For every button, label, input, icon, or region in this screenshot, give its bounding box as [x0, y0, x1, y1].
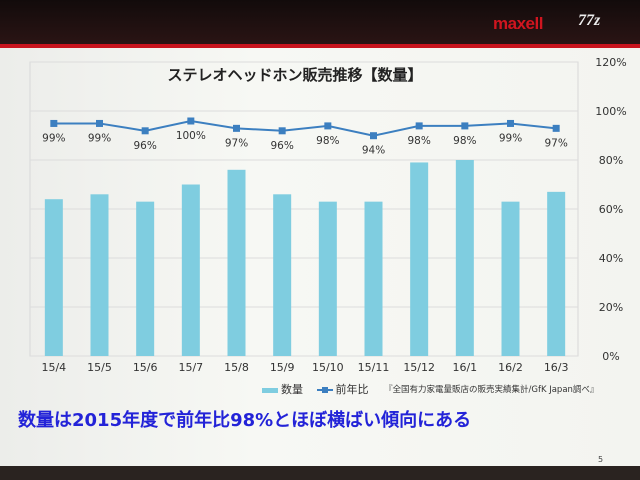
- line-point-15/5: [96, 119, 103, 127]
- line-data-label: 97%: [225, 137, 248, 149]
- bar-15/6: [136, 201, 155, 356]
- x-tick-label: 15/11: [358, 361, 390, 374]
- line-point-15/7: [187, 117, 195, 125]
- line-data-label: 100%: [176, 130, 206, 142]
- line-data-label: 98%: [453, 135, 476, 147]
- line-point-15/9: [278, 127, 286, 135]
- bar-15/7: [181, 184, 200, 356]
- right-axis-tick-label: 20%: [599, 301, 623, 314]
- x-tick-label: 16/1: [452, 361, 477, 374]
- source-note: 『全国有力家電量販店の販売実績集計/GfK Japan調べ』: [384, 385, 599, 395]
- right-axis-tick-label: 80%: [599, 154, 623, 167]
- line-data-label: 99%: [88, 132, 111, 144]
- chart-legend: 数量 前年比: [262, 381, 369, 397]
- bar-15/9: [273, 194, 292, 356]
- x-tick-label: 15/8: [224, 361, 249, 374]
- line-point-15/12: [415, 122, 423, 130]
- bar-15/10: [318, 201, 337, 356]
- line-data-label: 96%: [270, 140, 293, 152]
- x-tick-label: 15/4: [41, 361, 66, 374]
- right-axis-tick-label: 120%: [595, 56, 626, 69]
- maxell-logo: maxell: [493, 14, 543, 33]
- x-tick-label: 15/6: [133, 361, 158, 374]
- x-tick-label: 15/12: [403, 361, 435, 374]
- legend-bar-swatch: [262, 387, 278, 393]
- page-number: 5: [598, 455, 604, 464]
- right-axis-tick-label: 60%: [599, 203, 623, 216]
- bar-16/1: [455, 160, 474, 356]
- line-point-15/8: [233, 124, 240, 132]
- legend-line-label: 前年比: [335, 383, 369, 396]
- line-point-15/11: [370, 132, 377, 140]
- x-tick-label: 16/2: [498, 361, 523, 374]
- right-axis-tick-label: 100%: [595, 105, 626, 118]
- slide-message: 数量は2015年度で前年比98%とほぼ横ばい傾向にある: [18, 410, 472, 431]
- line-data-label: 97%: [544, 137, 567, 149]
- line-data-label: 99%: [499, 132, 522, 144]
- line-point-16/2: [507, 119, 514, 127]
- line-point-15/6: [141, 127, 149, 135]
- legend-bar-label: 数量: [281, 383, 303, 396]
- line-point-16/3: [552, 124, 560, 132]
- line-data-label: 96%: [133, 140, 156, 152]
- x-tick-label: 15/5: [87, 361, 112, 374]
- x-tick-label: 15/7: [178, 361, 203, 374]
- bar-15/4: [44, 199, 63, 356]
- bar-16/3: [547, 191, 566, 356]
- slide-header-band: [0, 0, 640, 44]
- line-data-label: 98%: [407, 135, 430, 147]
- x-tick-label: 15/10: [312, 361, 344, 374]
- right-axis-tick-label: 0%: [602, 350, 619, 363]
- x-tick-label: 15/9: [270, 361, 295, 374]
- legend-line-swatch: [316, 387, 333, 393]
- secondary-logo: 77z: [578, 12, 601, 29]
- chart-title: ステレオヘッドホン販売推移【数量】: [167, 66, 423, 84]
- right-axis-tick-label: 40%: [599, 252, 623, 265]
- bar-15/5: [90, 194, 109, 356]
- line-data-label: 94%: [362, 145, 385, 157]
- bar-16/2: [501, 201, 520, 356]
- line-point-16/1: [461, 122, 469, 130]
- line-data-label: 98%: [316, 135, 339, 147]
- line-point-15/4: [50, 119, 58, 127]
- header-divider: [0, 44, 640, 48]
- line-series-yoy: [53, 119, 557, 137]
- line-point-15/10: [324, 122, 332, 130]
- bar-15/11: [364, 201, 383, 356]
- bar-15/8: [227, 169, 246, 356]
- bar-15/12: [410, 162, 429, 356]
- line-data-label: 99%: [42, 132, 65, 144]
- x-tick-label: 16/3: [544, 361, 569, 374]
- screen-bottom: [0, 466, 640, 480]
